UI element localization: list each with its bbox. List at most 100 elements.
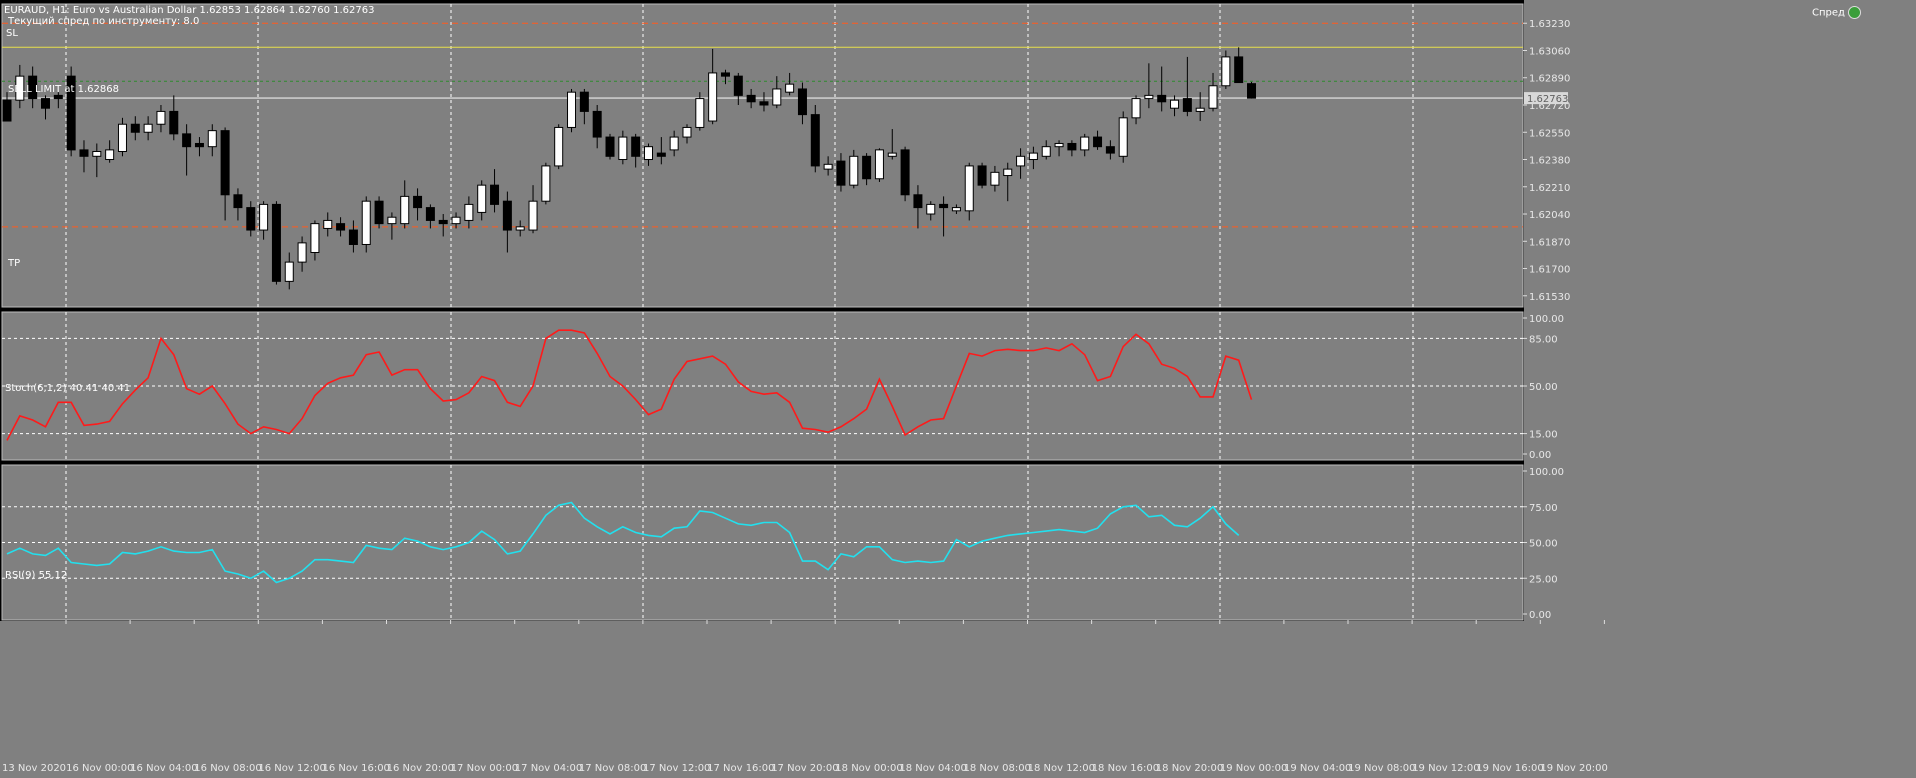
candle-body (849, 155, 859, 186)
candle-body (284, 261, 294, 282)
candle-body (592, 110, 602, 138)
candle-96 (1234, 47, 1244, 84)
candle-6 (79, 140, 89, 173)
yaxis-strip (1524, 0, 1916, 621)
candle-body (1144, 94, 1154, 100)
candle-body (1234, 56, 1244, 84)
spread-info: Текущий спред по инструменту: 8.0 (7, 16, 199, 27)
candle-body (156, 110, 166, 125)
ylabel-main-10: 1.61530 (1529, 292, 1570, 303)
candle-15 (194, 137, 204, 157)
candle-body (810, 114, 820, 167)
candle-88 (1131, 95, 1141, 125)
bid-tag-bg (1524, 92, 1568, 105)
panel-0-area (2, 4, 1523, 307)
candle-30 (387, 212, 397, 240)
spread-button[interactable]: Спред (1812, 6, 1861, 19)
candle-body (374, 200, 384, 225)
xlabel-19: 19 Nov 00:00 (1220, 763, 1287, 774)
xlabel-4: 16 Nov 12:00 (258, 763, 325, 774)
candle-body (618, 136, 628, 161)
candle-17 (220, 127, 230, 221)
candle-38 (490, 169, 500, 213)
ylabel-main-4: 1.62550 (1529, 128, 1570, 139)
candle-body (464, 203, 474, 221)
candle-94 (1208, 72, 1218, 112)
candle-9 (117, 117, 127, 157)
candle-2 (28, 66, 38, 109)
candle-78 (1003, 162, 1013, 202)
xlabel-6: 16 Nov 20:00 (387, 763, 454, 774)
xlabel-23: 19 Nov 16:00 (1476, 763, 1543, 774)
candle-97 (1247, 81, 1257, 99)
candle-60 (772, 76, 782, 109)
candle-body (169, 110, 179, 135)
symbol-header: EURAUD, H1: Euro vs Australian Dollar 1.… (4, 5, 374, 16)
xlabel-20: 19 Nov 04:00 (1284, 763, 1351, 774)
candle-75 (964, 162, 974, 221)
candle-body (515, 226, 525, 231)
candle-77 (990, 165, 1000, 192)
candle-66 (849, 149, 859, 189)
xlabel-13: 18 Nov 00:00 (835, 763, 902, 774)
sell-limit-label: SELL LIMIT at 1.62868 (8, 84, 119, 95)
candle-25 (323, 212, 333, 237)
candle-body (361, 200, 371, 245)
candle-body (900, 149, 910, 196)
candle-body (887, 152, 897, 157)
candle-body (759, 101, 769, 106)
spread-status-icon (1847, 6, 1861, 19)
candle-57 (733, 72, 743, 105)
ylabel-main-2: 1.62890 (1529, 74, 1570, 85)
candle-86 (1105, 140, 1115, 160)
candle-37 (477, 180, 487, 221)
candle-82 (1054, 140, 1064, 157)
candle-16 (207, 124, 217, 157)
candle-body (1247, 83, 1257, 99)
candle-36 (464, 196, 474, 229)
xlabel-7: 17 Nov 00:00 (451, 763, 518, 774)
ylabel-2-0: 100.00 (1529, 467, 1564, 478)
candle-62 (797, 82, 807, 125)
candle-65 (836, 153, 846, 192)
candle-12 (156, 105, 166, 133)
candle-body (400, 195, 410, 225)
candle-body (746, 94, 756, 103)
candle-body (336, 223, 346, 231)
candle-81 (1041, 140, 1051, 160)
xlabel-5: 16 Nov 16:00 (323, 763, 390, 774)
candle-body (438, 219, 448, 225)
candle-14 (182, 124, 192, 176)
candle-body (182, 133, 192, 148)
xaxis-strip (0, 621, 1916, 778)
candle-54 (695, 92, 705, 131)
candle-body (1131, 98, 1141, 119)
candle-51 (656, 137, 666, 165)
candle-body (631, 136, 641, 157)
candle-63 (810, 105, 820, 173)
candle-body (862, 155, 872, 180)
candle-body (1221, 56, 1231, 87)
candle-23 (297, 236, 307, 272)
xlabel-12: 17 Nov 20:00 (771, 763, 838, 774)
candle-39 (502, 191, 512, 253)
candle-body (1016, 155, 1026, 167)
candle-53 (682, 124, 692, 144)
candle-45 (579, 88, 589, 125)
candle-body (143, 123, 153, 133)
ylabel-main-9: 1.61700 (1529, 265, 1570, 276)
candle-body (951, 207, 961, 212)
candle-83 (1067, 140, 1077, 157)
candle-body (207, 130, 217, 148)
candle-body (874, 149, 884, 180)
candle-body (1105, 146, 1115, 154)
candle-28 (361, 196, 371, 253)
candle-95 (1221, 50, 1231, 89)
ylabel-main-5: 1.62380 (1529, 156, 1570, 167)
xlabel-18: 18 Nov 20:00 (1156, 763, 1223, 774)
xlabel-8: 17 Nov 04:00 (515, 763, 582, 774)
candle-body (1041, 146, 1051, 157)
candle-body (567, 91, 577, 128)
rsi-title: RSI(9) 55.12 (5, 570, 67, 581)
